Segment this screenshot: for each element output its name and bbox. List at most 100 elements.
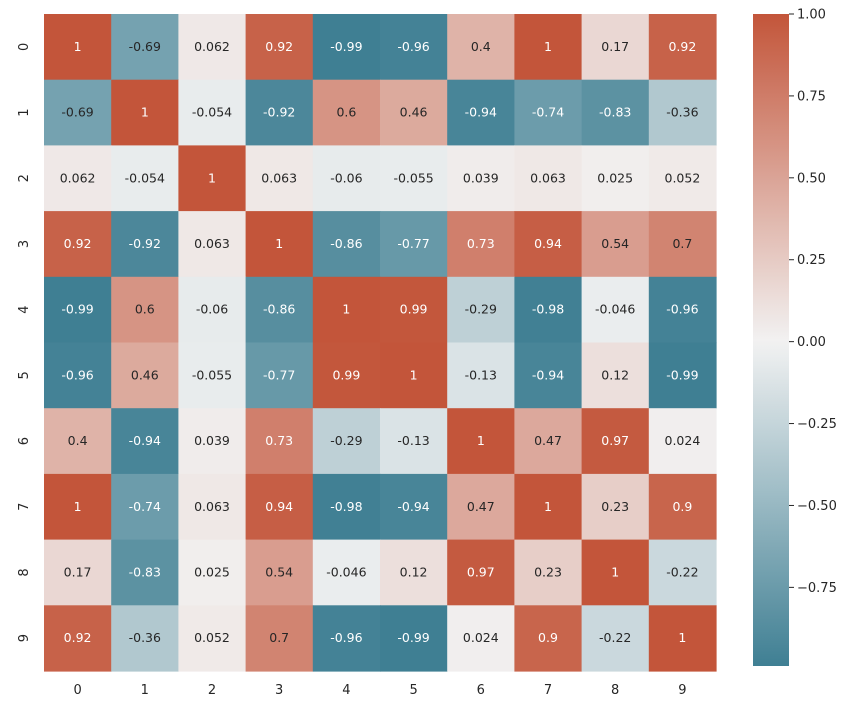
heatmap-cell-9-2 bbox=[178, 605, 247, 672]
heatmap-cell-1-1 bbox=[111, 79, 179, 146]
cell-annotation-6-9: 0.024 bbox=[665, 433, 701, 448]
heatmap-cell-9-5 bbox=[380, 605, 448, 672]
cell-annotation-4-3: -0.86 bbox=[263, 302, 295, 317]
heatmap-cell-3-9 bbox=[648, 211, 717, 278]
heatmap-cell-4-7 bbox=[514, 276, 583, 344]
cell-annotation-0-9: 0.92 bbox=[668, 39, 696, 54]
heatmap-cell-0-6 bbox=[447, 14, 515, 81]
cell-annotation-4-6: -0.29 bbox=[465, 302, 497, 317]
heatmap-cell-1-6 bbox=[447, 79, 515, 146]
heatmap-cell-9-9 bbox=[648, 605, 717, 672]
cell-annotation-8-8: 1 bbox=[611, 564, 619, 579]
cell-annotation-9-4: -0.96 bbox=[330, 630, 362, 645]
cell-annotation-1-3: -0.92 bbox=[263, 105, 295, 120]
heatmap-cell-2-6 bbox=[447, 145, 515, 212]
cell-annotation-7-0: 1 bbox=[74, 499, 82, 514]
heatmap-cell-7-3 bbox=[245, 473, 314, 541]
cell-annotation-4-8: -0.046 bbox=[595, 302, 635, 317]
heatmap-cell-8-3 bbox=[245, 539, 314, 606]
heatmap-cell-8-1 bbox=[111, 539, 179, 606]
heatmap-cell-8-8 bbox=[581, 539, 650, 606]
x-tick-label-7: 7 bbox=[544, 683, 552, 698]
cell-annotation-1-5: 0.46 bbox=[400, 105, 428, 120]
heatmap-cell-0-7 bbox=[514, 14, 583, 81]
cell-annotation-1-0: -0.69 bbox=[61, 105, 93, 120]
cell-annotation-7-1: -0.74 bbox=[129, 499, 161, 514]
heatmap-cell-2-1 bbox=[111, 145, 179, 212]
cell-annotation-2-5: -0.055 bbox=[393, 170, 433, 185]
heatmap-cell-3-4 bbox=[312, 211, 381, 278]
cell-annotation-9-5: -0.99 bbox=[397, 630, 429, 645]
heatmap-cell-7-7 bbox=[514, 473, 583, 541]
heatmap-cell-9-6 bbox=[447, 605, 515, 672]
cell-annotation-6-0: 0.4 bbox=[68, 433, 88, 448]
heatmap-cell-5-3 bbox=[245, 342, 314, 409]
heatmap-cell-1-5 bbox=[380, 79, 448, 146]
heatmap-cell-7-2 bbox=[178, 473, 247, 541]
heatmap-cell-1-2 bbox=[178, 79, 247, 146]
cell-annotation-8-6: 0.97 bbox=[467, 564, 495, 579]
cell-annotation-9-6: 0.024 bbox=[463, 630, 499, 645]
heatmap-cell-4-8 bbox=[581, 276, 650, 344]
cell-annotation-8-0: 0.17 bbox=[64, 564, 92, 579]
heatmap-cell-3-6 bbox=[447, 211, 515, 278]
y-tick-label-3: 3 bbox=[17, 240, 32, 248]
cell-annotation-1-1: 1 bbox=[141, 105, 149, 120]
x-tick-label-3: 3 bbox=[275, 683, 283, 698]
cell-annotation-7-2: 0.063 bbox=[194, 499, 230, 514]
cell-annotation-9-7: 0.9 bbox=[538, 630, 558, 645]
colorbar-tick-label: 1.00 bbox=[797, 8, 826, 23]
heatmap-cell-3-2 bbox=[178, 211, 247, 278]
heatmap-cell-5-1 bbox=[111, 342, 179, 409]
heatmap-cell-5-5 bbox=[380, 342, 448, 409]
cell-annotation-0-7: 1 bbox=[544, 39, 552, 54]
heatmap-cell-5-8 bbox=[581, 342, 650, 409]
cell-annotation-5-2: -0.055 bbox=[192, 367, 232, 382]
heatmap-cell-4-6 bbox=[447, 276, 515, 344]
heatmap-cell-6-9 bbox=[648, 408, 717, 475]
heatmap-cell-1-3 bbox=[245, 79, 314, 146]
colorbar-tick-label: 0.75 bbox=[797, 89, 826, 104]
cell-annotation-2-2: 1 bbox=[208, 170, 216, 185]
cell-annotation-2-1: -0.054 bbox=[125, 170, 165, 185]
heatmap-cell-6-8 bbox=[581, 408, 650, 475]
colorbar-tick-label: 0.25 bbox=[797, 253, 826, 268]
cell-annotation-7-9: 0.9 bbox=[672, 499, 692, 514]
heatmap-cell-0-5 bbox=[380, 14, 448, 81]
cell-annotation-8-1: -0.83 bbox=[129, 564, 161, 579]
cell-annotation-0-6: 0.4 bbox=[471, 39, 491, 54]
cell-annotation-3-3: 1 bbox=[275, 236, 283, 251]
heatmap-cell-8-7 bbox=[514, 539, 583, 606]
cell-annotation-3-1: -0.92 bbox=[129, 236, 161, 251]
cell-annotation-5-9: -0.99 bbox=[666, 367, 698, 382]
cell-annotation-1-4: 0.6 bbox=[336, 105, 356, 120]
cell-annotation-7-7: 1 bbox=[544, 499, 552, 514]
y-tick-label-5: 5 bbox=[17, 371, 32, 379]
heatmap-cell-4-1 bbox=[111, 276, 179, 344]
cell-annotation-5-7: -0.94 bbox=[532, 367, 564, 382]
cell-annotation-7-6: 0.47 bbox=[467, 499, 495, 514]
heatmap-cell-0-8 bbox=[581, 14, 650, 81]
cell-annotation-8-3: 0.54 bbox=[265, 564, 293, 579]
heatmap-cell-1-9 bbox=[648, 79, 717, 146]
heatmap-cell-3-8 bbox=[581, 211, 650, 278]
cell-annotation-6-8: 0.97 bbox=[601, 433, 629, 448]
heatmap-cell-0-9 bbox=[648, 14, 717, 81]
cell-annotation-8-9: -0.22 bbox=[666, 564, 698, 579]
cell-annotation-1-2: -0.054 bbox=[192, 105, 232, 120]
cell-annotation-9-3: 0.7 bbox=[269, 630, 289, 645]
cell-annotation-9-2: 0.052 bbox=[194, 630, 230, 645]
heatmap-cell-4-2 bbox=[178, 276, 247, 344]
heatmap-cell-6-3 bbox=[245, 408, 314, 475]
heatmap-cell-0-4 bbox=[312, 14, 381, 81]
cell-annotation-9-9: 1 bbox=[678, 630, 686, 645]
cell-annotation-5-6: -0.13 bbox=[465, 367, 497, 382]
heatmap-cell-5-0 bbox=[44, 342, 112, 409]
colorbar-gradient bbox=[753, 14, 789, 666]
heatmap-cell-3-5 bbox=[380, 211, 448, 278]
heatmap-cell-7-0 bbox=[44, 473, 112, 541]
heatmap-cell-9-3 bbox=[245, 605, 314, 672]
cell-annotation-2-7: 0.063 bbox=[530, 170, 566, 185]
cell-annotation-4-2: -0.06 bbox=[196, 302, 228, 317]
cell-annotation-6-1: -0.94 bbox=[129, 433, 161, 448]
